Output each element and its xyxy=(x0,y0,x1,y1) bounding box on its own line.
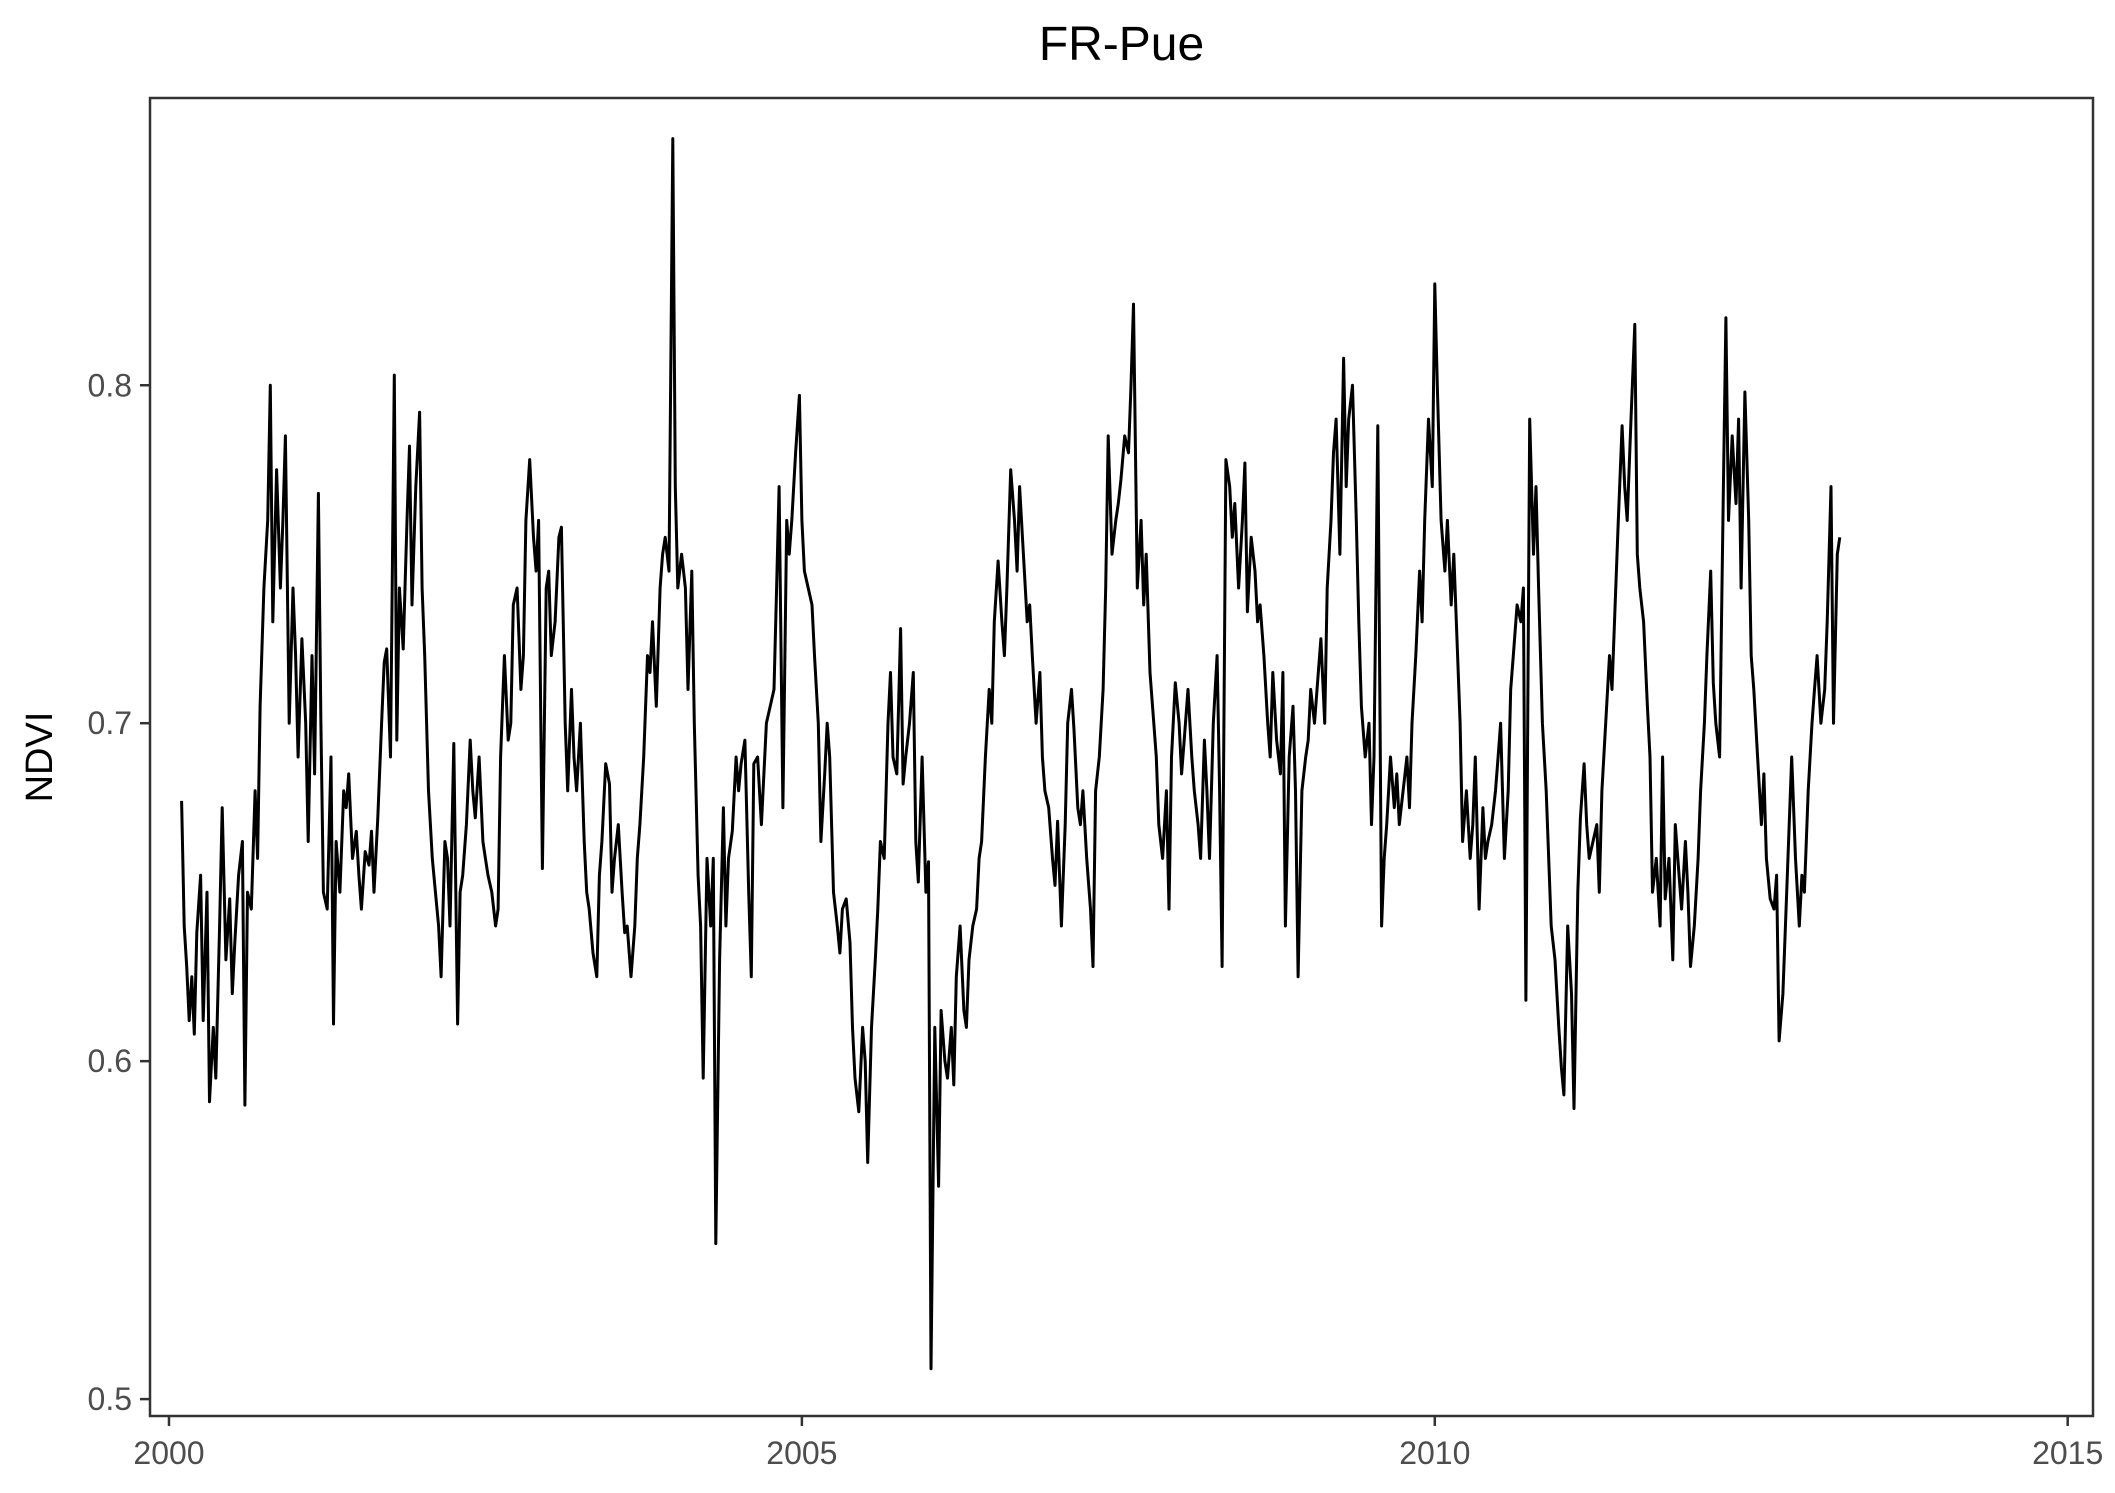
y-tick-label: 0.6 xyxy=(88,1043,132,1079)
x-tick-label: 2010 xyxy=(1399,1435,1470,1471)
x-tick-label: 2000 xyxy=(133,1435,204,1471)
y-axis-label: NDVI xyxy=(19,712,61,803)
y-tick-label: 0.8 xyxy=(88,367,132,403)
y-tick-label: 0.7 xyxy=(88,705,132,741)
chart-title: FR-Pue xyxy=(1039,18,1204,71)
x-axis: 2000 2005 2010 2015 xyxy=(133,1416,2103,1471)
series-group xyxy=(180,137,1842,1371)
x-tick-label: 2005 xyxy=(766,1435,837,1471)
ndvi-series-line xyxy=(180,137,1842,1371)
x-tick-label: 2015 xyxy=(2032,1435,2103,1471)
y-axis: 0.5 0.6 0.7 0.8 xyxy=(88,367,150,1417)
plot-panel xyxy=(148,96,2095,1418)
y-tick-label: 0.5 xyxy=(88,1381,132,1417)
